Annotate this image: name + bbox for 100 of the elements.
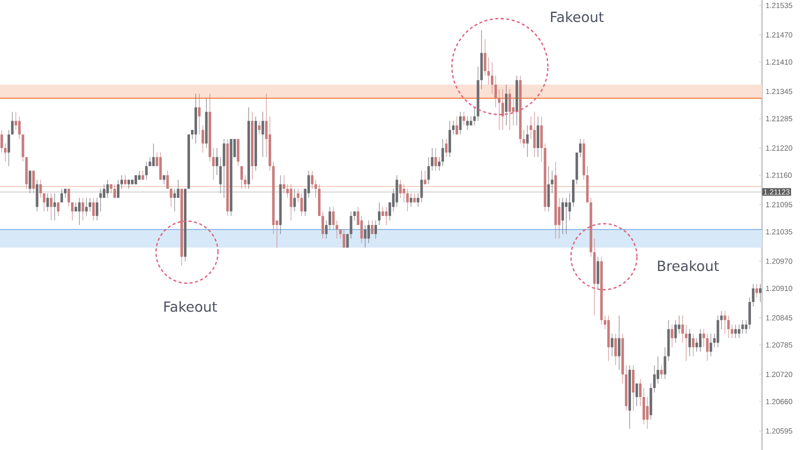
candlestick [68, 188, 70, 208]
candlestick [120, 174, 123, 190]
candlestick [646, 396, 649, 429]
candlestick [166, 170, 169, 190]
candlestick [610, 333, 614, 357]
candlestick [639, 378, 642, 406]
candlestick [300, 193, 303, 216]
candlestick [702, 328, 706, 348]
candlestick [748, 297, 751, 330]
candlestick [734, 324, 737, 338]
candlestick [102, 184, 106, 198]
candlestick [427, 156, 430, 185]
candlestick [727, 315, 730, 338]
candlestick [572, 179, 575, 208]
candlestick [71, 202, 74, 221]
candlestick [512, 98, 515, 126]
candlestick [410, 193, 412, 208]
candlestick [82, 198, 84, 221]
candlestick [212, 148, 215, 180]
annotation: Breakout [658, 260, 719, 272]
candlestick [328, 206, 332, 230]
candlestick [684, 324, 688, 362]
candlestick [116, 179, 120, 198]
candlestick [699, 328, 702, 352]
candlestick [42, 193, 46, 212]
candlestick [236, 138, 240, 166]
candlestick [508, 88, 512, 130]
candlestick [173, 188, 176, 212]
candlestick [402, 184, 406, 203]
candlestick [244, 174, 246, 190]
candlestick [755, 284, 758, 298]
candlestick [526, 125, 529, 158]
candlestick [78, 198, 81, 226]
candlestick [74, 202, 78, 212]
candlestick [152, 143, 155, 166]
candlestick [14, 112, 18, 130]
candlestick [462, 112, 466, 126]
annotation: Fakeout [551, 11, 604, 22]
candlestick [752, 284, 754, 307]
candlestick [596, 256, 600, 289]
candlestick [688, 328, 691, 357]
candlestick [642, 388, 646, 424]
candlestick [127, 179, 130, 190]
candlestick [50, 193, 52, 221]
candlestick [198, 93, 201, 135]
candlestick [11, 112, 14, 135]
candlestick [579, 138, 582, 158]
candlestick [744, 320, 748, 334]
candlestick [660, 365, 663, 380]
candlestick [60, 188, 64, 203]
candlestick [656, 356, 660, 384]
candlestick [706, 333, 709, 362]
candlestick [342, 229, 346, 248]
candlestick [222, 138, 226, 198]
candlestick [374, 220, 377, 239]
candlestick [367, 220, 370, 244]
candlestick [322, 211, 324, 239]
candlestick [262, 112, 264, 158]
candlestick [258, 120, 261, 135]
candlestick [504, 84, 508, 126]
candlestick [459, 112, 462, 135]
candlestick [39, 179, 42, 198]
candlestick [490, 62, 494, 94]
candlestick [406, 188, 409, 212]
candlestick [438, 156, 440, 171]
candlestick [692, 333, 694, 357]
candlestick [32, 170, 35, 194]
candlestick [470, 116, 472, 126]
candlestick [501, 88, 504, 130]
candlestick [681, 315, 684, 343]
candlestick [282, 174, 286, 194]
candlestick [36, 179, 38, 212]
candlestick [56, 202, 60, 216]
candlestick [741, 320, 744, 334]
candlestick [456, 116, 458, 135]
candlestick [162, 174, 166, 185]
candlestick [522, 130, 526, 148]
candlestick [498, 88, 500, 130]
candlestick [484, 39, 486, 76]
candlestick [448, 120, 452, 158]
candlestick [296, 188, 300, 203]
candlestick [738, 324, 740, 338]
candlestick [636, 383, 638, 406]
candlestick [106, 179, 109, 198]
candlestick [382, 206, 384, 216]
candlestick [536, 116, 540, 158]
candlestick [385, 206, 388, 226]
candlestick [360, 216, 363, 244]
candlestick [336, 220, 338, 239]
candlestick [494, 75, 497, 108]
candlestick [310, 170, 314, 190]
candlestick [4, 143, 7, 162]
candlestick [720, 310, 723, 330]
candlestick [434, 148, 437, 171]
candlestick [678, 315, 680, 334]
candlestick [430, 148, 434, 171]
candlestick [378, 202, 381, 226]
candlestick [710, 333, 712, 357]
candlestick [674, 320, 677, 343]
candlestick [441, 138, 444, 166]
